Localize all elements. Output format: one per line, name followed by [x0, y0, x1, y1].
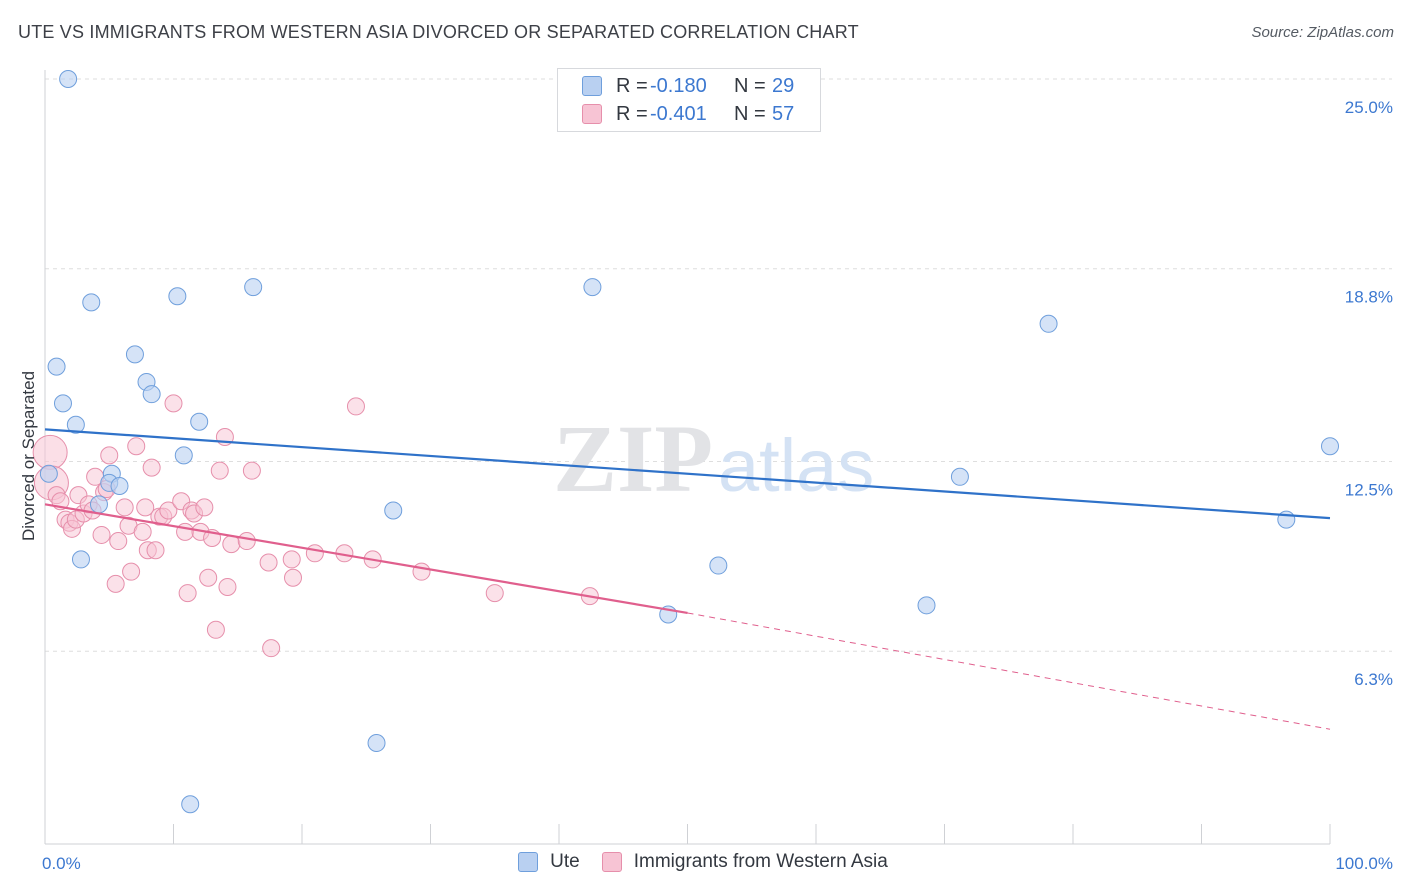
- legend-n-label: N =: [734, 102, 766, 125]
- watermark-atlas: atlas: [718, 424, 874, 507]
- ute-point: [181, 795, 200, 814]
- western-asia-point: [178, 584, 197, 603]
- ute-point: [367, 734, 386, 753]
- legend-n-label: N =: [734, 74, 766, 97]
- western-asia-point: [136, 498, 155, 517]
- ute-point: [190, 412, 209, 431]
- western-asia-point: [259, 553, 278, 572]
- western-asia-point: [206, 620, 225, 639]
- ute-point: [66, 415, 85, 434]
- western-asia-point: [133, 522, 152, 541]
- ute-point: [142, 385, 161, 404]
- legend-label-western-asia: Immigrants from Western Asia: [633, 851, 888, 872]
- western-asia-point: [159, 501, 178, 520]
- y-tick-label: 12.5%: [1345, 481, 1393, 500]
- ute-point: [244, 278, 263, 297]
- western-asia-point: [164, 394, 183, 413]
- legend-n-value: 57: [772, 102, 795, 125]
- legend-swatch-ute: [518, 852, 539, 872]
- source-credit: Source: ZipAtlas.com: [1251, 24, 1394, 41]
- ute-point: [950, 467, 969, 486]
- ute-point: [59, 70, 78, 88]
- western-asia-point: [210, 461, 229, 480]
- western-asia-point: [109, 532, 128, 551]
- western-asia-point: [115, 498, 134, 517]
- watermark-zip: ZIP: [553, 405, 713, 512]
- western-asia-point: [92, 525, 111, 544]
- ute-point: [917, 596, 936, 615]
- western-asia-point: [237, 532, 256, 551]
- stats-legend: R = -0.180 N = 29 R = -0.401 N = 57: [557, 68, 821, 132]
- western-asia-point: [100, 446, 119, 465]
- y-tick-label: 6.3%: [1354, 670, 1393, 689]
- western-asia-point: [305, 544, 324, 563]
- ute-point: [53, 394, 72, 413]
- western-asia-point: [346, 397, 365, 416]
- legend-swatch-western-asia: [582, 104, 602, 124]
- western-asia-point: [122, 562, 141, 581]
- western-asia-point: [284, 568, 303, 587]
- legend-item-ute: Ute: [518, 851, 580, 873]
- ute-point: [709, 556, 728, 575]
- ute-point: [1039, 314, 1058, 333]
- western-asia-point: [199, 568, 218, 587]
- ute-point: [47, 357, 66, 376]
- ute-point: [1321, 437, 1339, 456]
- ute-point: [583, 278, 602, 297]
- legend-swatch-ute: [582, 76, 602, 96]
- western-asia-trend-line: [44, 503, 688, 615]
- legend-r-value: -0.180: [650, 74, 707, 97]
- ute-point: [82, 293, 101, 312]
- western-asia-point: [218, 577, 237, 596]
- ute-points: [39, 70, 1339, 814]
- ute-point: [39, 464, 58, 483]
- legend-row-western-asia: R = -0.401 N = 57: [558, 101, 794, 127]
- legend-n-value: 29: [772, 74, 795, 97]
- ute-point: [71, 550, 90, 569]
- western-asia-point: [142, 458, 161, 477]
- western-asia-point: [282, 550, 301, 569]
- ute-point: [110, 476, 129, 495]
- legend-r-label: R =: [616, 102, 648, 125]
- ute-point: [174, 446, 193, 465]
- western-asia-point: [106, 574, 125, 593]
- ute-point: [125, 345, 144, 364]
- western-asia-point: [195, 498, 214, 517]
- legend-row-ute: R = -0.180 N = 29: [558, 73, 794, 99]
- legend-r-label: R =: [616, 74, 648, 97]
- ute-point: [168, 287, 187, 306]
- western-asia-point: [127, 437, 146, 456]
- western-asia-point: [262, 639, 281, 658]
- legend-label-ute: Ute: [550, 851, 580, 872]
- western-asia-point: [242, 461, 261, 480]
- legend-swatch-western-asia: [601, 852, 622, 872]
- series-legend: Ute Immigrants from Western Asia: [0, 851, 1406, 873]
- x-tick-label: 0.0%: [42, 854, 81, 873]
- legend-r-value: -0.401: [650, 102, 707, 125]
- trend-lines: [44, 428, 1331, 730]
- y-axis-label: Divorced or Separated: [19, 371, 38, 541]
- zipatlas-watermark: ZIP atlas: [553, 405, 874, 512]
- western-asia-point: [222, 535, 241, 554]
- chart-title: UTE VS IMMIGRANTS FROM WESTERN ASIA DIVO…: [18, 22, 859, 42]
- x-tick-label: 100.0%: [1335, 854, 1393, 873]
- western-asia-point: [32, 434, 68, 470]
- ute-point: [384, 501, 403, 520]
- ute-point: [89, 495, 108, 514]
- tick-labels: 6.3% 12.5% 18.8% 25.0% 0.0% 100.0%: [42, 98, 1393, 873]
- western-asia-trend-extension: [687, 612, 1331, 730]
- legend-item-western-asia: Immigrants from Western Asia: [601, 851, 888, 873]
- y-tick-label: 18.8%: [1345, 288, 1393, 307]
- western-asia-point: [146, 541, 165, 560]
- y-tick-label: 25.0%: [1345, 98, 1393, 117]
- western-asia-point: [412, 562, 431, 581]
- ute-trend-line: [44, 428, 1331, 520]
- western-asia-point: [485, 584, 504, 603]
